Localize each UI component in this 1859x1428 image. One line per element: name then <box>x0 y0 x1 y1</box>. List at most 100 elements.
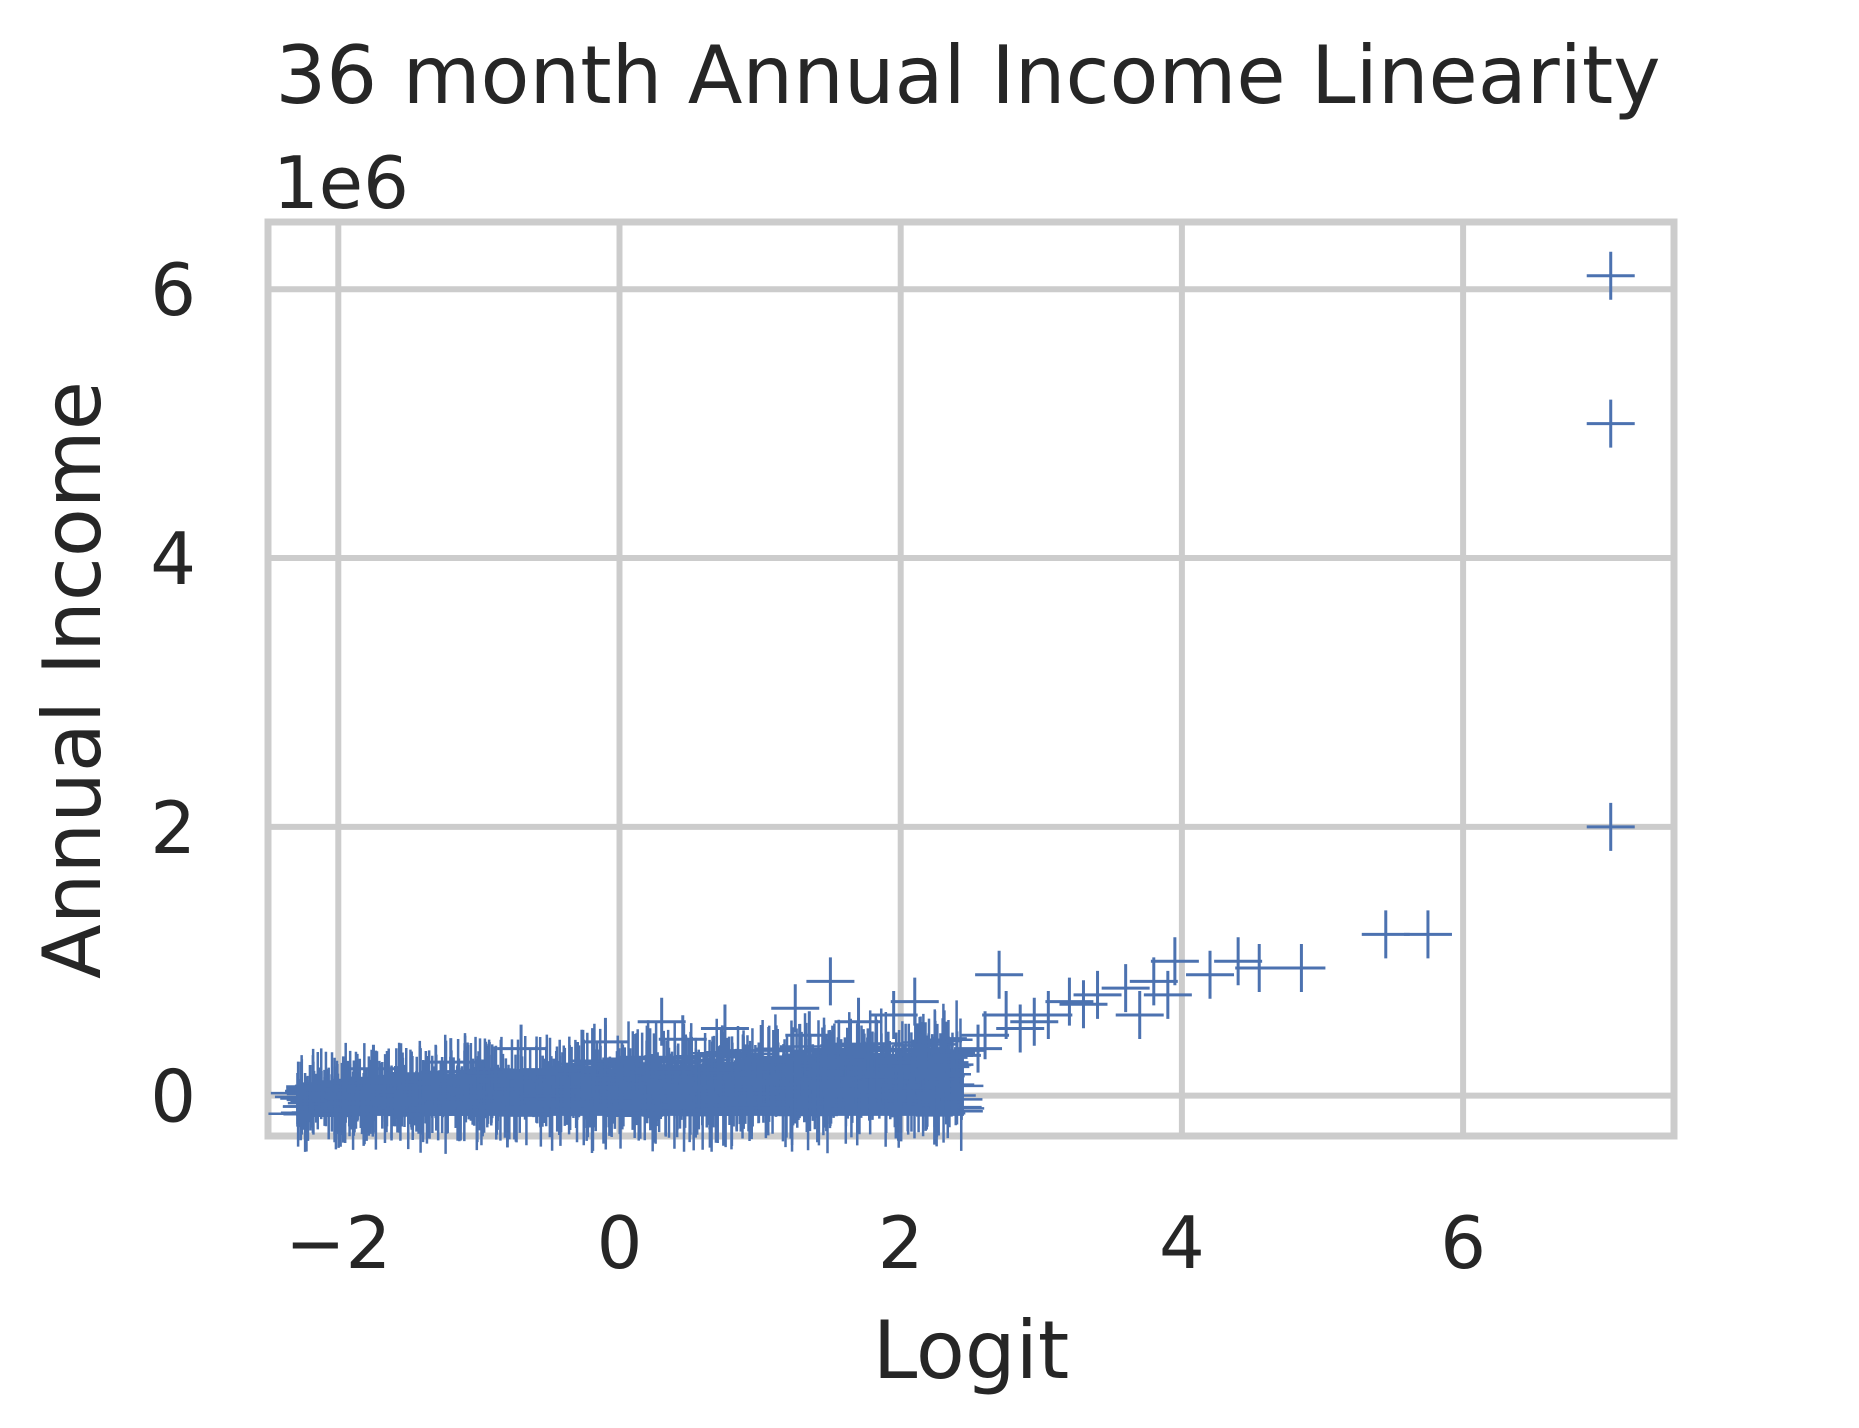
dense-band-marker <box>625 1085 665 1141</box>
dense-band-marker <box>572 1049 619 1078</box>
scatter-point <box>349 1044 398 1093</box>
scatter-point <box>1059 980 1108 1029</box>
scatter-point <box>286 1064 335 1113</box>
dense-band-marker <box>635 1055 675 1131</box>
dense-band-marker <box>478 1091 536 1126</box>
dense-band-marker <box>735 1086 768 1140</box>
scatter-point <box>581 1017 630 1066</box>
dense-band-marker <box>661 1086 694 1130</box>
dense-band-marker <box>420 1034 470 1109</box>
dense-band-marker <box>695 1080 725 1130</box>
scatter-point <box>932 1031 981 1080</box>
y-axis-label: Annual Income <box>26 381 119 979</box>
dense-band-marker <box>435 1064 480 1141</box>
scatter-point <box>1586 251 1635 300</box>
dense-band-marker <box>779 1060 812 1124</box>
scatter-point <box>806 957 855 1006</box>
dense-band-marker <box>921 1023 954 1078</box>
scatter-point <box>954 1024 1003 1073</box>
scatter-point <box>1010 997 1059 1046</box>
scatter-point <box>890 977 939 1026</box>
scatter-point <box>785 1011 834 1060</box>
dense-band-marker <box>475 1039 503 1099</box>
dense-band-marker <box>536 1046 578 1102</box>
y-tick-label: 6 <box>150 248 196 332</box>
scatter-point <box>1115 991 1164 1040</box>
points-layer <box>286 251 1635 1113</box>
dense-band-marker <box>534 1076 588 1133</box>
scatter-point <box>426 1038 475 1087</box>
scatter-point <box>1277 943 1326 992</box>
scatter-point <box>771 984 820 1033</box>
dense-band-marker <box>719 1068 754 1132</box>
scatter-point <box>1186 950 1235 999</box>
dense-band-marker <box>354 1074 413 1110</box>
dense-band-marker <box>736 1054 761 1132</box>
x-tick-label: 6 <box>1440 1201 1486 1285</box>
scatter-point <box>497 1024 546 1073</box>
dense-band-marker <box>303 1074 360 1116</box>
y-tick-label: 2 <box>150 786 196 870</box>
scatter-point <box>1235 943 1284 992</box>
dense-band-marker <box>473 1069 496 1133</box>
scatter-point <box>1073 970 1122 1019</box>
dense-band-marker <box>819 1071 846 1108</box>
dense-band-marker <box>301 1070 327 1102</box>
scatter-point <box>975 950 1024 999</box>
dense-band-marker <box>800 1044 826 1121</box>
dense-band-marker <box>940 1078 983 1120</box>
x-tick-label: 0 <box>597 1201 643 1285</box>
dense-band-marker <box>761 1086 784 1134</box>
dense-band-marker <box>502 1050 558 1096</box>
scatter-point <box>1214 937 1263 986</box>
scatter-point <box>1586 399 1635 448</box>
dense-band-marker <box>369 1089 426 1133</box>
dense-band-marker <box>282 1089 313 1125</box>
dense-band-marker <box>316 1066 370 1143</box>
dense-band-layer <box>268 1000 985 1154</box>
scatter-point <box>1129 957 1178 1006</box>
dense-band-marker <box>693 1077 739 1143</box>
x-tick-label: −2 <box>285 1201 391 1285</box>
dense-band-marker <box>522 1037 578 1104</box>
dense-band-marker <box>730 1093 788 1123</box>
scatter-point <box>1361 910 1410 959</box>
y-tick-label: 4 <box>150 517 196 601</box>
dense-band-marker <box>832 1076 860 1144</box>
dense-band-marker <box>316 1085 353 1143</box>
scatter-point <box>834 997 883 1046</box>
scatter-point <box>658 1015 707 1064</box>
x-tick-label: 2 <box>878 1201 924 1285</box>
dense-band-marker <box>425 1081 461 1118</box>
dense-band-marker <box>881 1050 920 1115</box>
scatter-point <box>1586 802 1635 851</box>
dense-band-marker <box>360 1051 394 1106</box>
dense-band-marker <box>915 1036 974 1093</box>
y-tick-label: 0 <box>150 1055 196 1139</box>
dense-band-marker <box>681 1076 742 1152</box>
dense-band-marker <box>622 1054 682 1093</box>
scatter-point <box>1024 991 1073 1040</box>
dense-band-marker <box>838 1028 897 1072</box>
scatter-point <box>1150 937 1199 986</box>
x-tick-label: 4 <box>1159 1201 1205 1285</box>
grid-layer <box>268 222 1674 1136</box>
dense-band-marker <box>717 1036 747 1075</box>
dense-band-marker <box>731 1061 790 1103</box>
dense-band-marker <box>596 1035 640 1088</box>
scatter-point <box>961 1011 1010 1060</box>
plot-frame <box>264 218 1678 1140</box>
scatter-point <box>1101 964 1150 1013</box>
x-axis-label: Logit <box>873 1304 1069 1397</box>
dense-band-marker <box>471 1045 521 1107</box>
dense-band-marker <box>551 1047 579 1126</box>
x-tick-labels: −2 0 2 4 6 <box>285 1201 1486 1285</box>
dense-band-marker <box>908 1033 933 1092</box>
scatter-point <box>1143 970 1192 1019</box>
dense-band-marker <box>718 1081 769 1129</box>
dense-band-marker <box>867 1086 923 1128</box>
dense-band-marker <box>687 1057 729 1090</box>
scatter-point <box>700 1004 749 1053</box>
dense-band-marker <box>416 1069 449 1099</box>
